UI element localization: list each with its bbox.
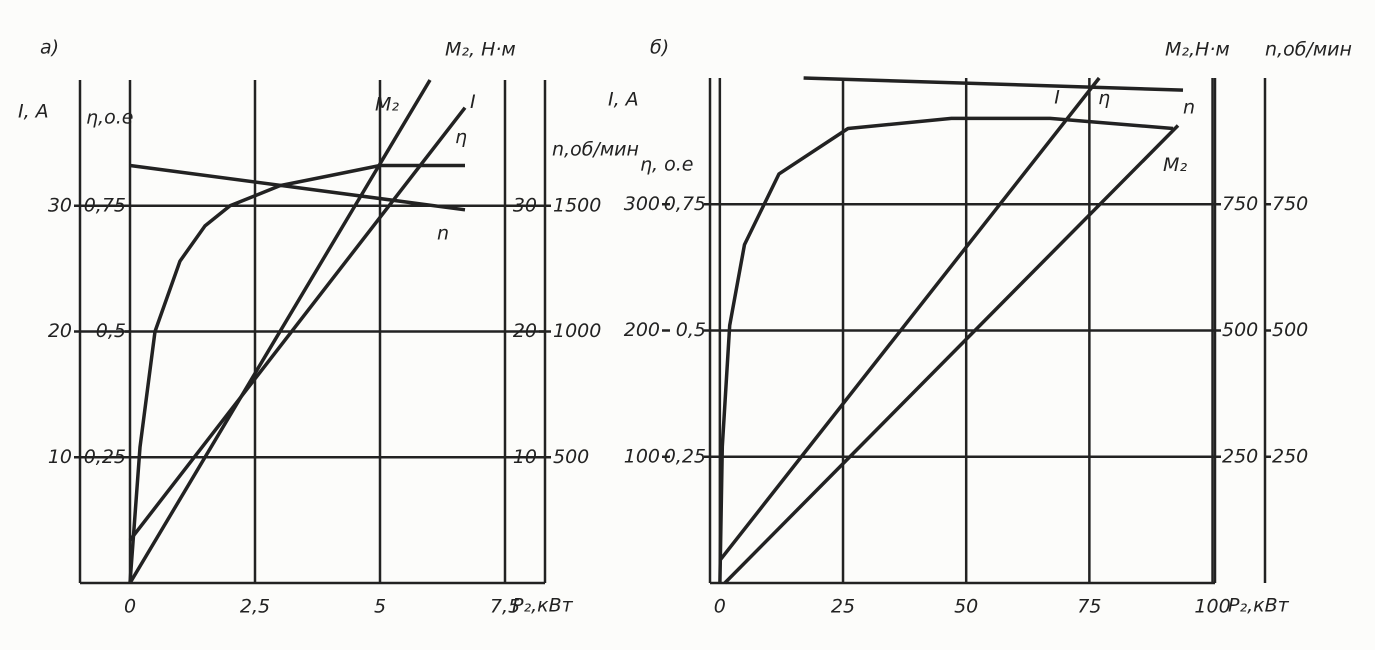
axis-title: P₂,кВт <box>1228 595 1290 617</box>
y-tick-label: 750 <box>1222 193 1258 215</box>
series-label: I <box>470 91 476 113</box>
x-tick-label: 2,5 <box>240 596 270 618</box>
series-line <box>129 163 466 212</box>
x-tick-label: 100 <box>1194 596 1230 618</box>
y-tick-label: 0,5 <box>676 319 706 341</box>
y-tick-label: 10 <box>513 446 537 468</box>
x-tick-label: 7,5 <box>490 596 520 618</box>
x-tick-label: 75 <box>1077 596 1101 618</box>
y-tick-label: 250 <box>1222 445 1258 467</box>
series-line <box>803 76 1184 92</box>
axis-title: а) <box>40 37 59 59</box>
series-label: n <box>1183 97 1195 119</box>
series-label: η <box>455 126 467 148</box>
y-tick-label: 500 <box>1272 319 1308 341</box>
y-tick-label: 0,25 <box>84 446 126 468</box>
axis-title: M₂, Н·м <box>445 39 516 61</box>
y-tick-label: 500 <box>1222 319 1258 341</box>
series-line <box>128 163 465 584</box>
series-line <box>718 116 1174 584</box>
axis-title: б) <box>650 37 669 59</box>
x-tick-label: 0 <box>714 596 726 618</box>
y-tick-label: 500 <box>553 446 589 468</box>
x-tick-label: 25 <box>831 596 855 618</box>
x-tick-label: 0 <box>124 596 136 618</box>
y-tick-label: 0,75 <box>664 193 706 215</box>
y-tick-label: 200 <box>624 319 660 341</box>
y-tick-label: 1000 <box>553 320 601 342</box>
series-label: M₂ <box>1163 154 1187 176</box>
axis-title: n,об/мин <box>552 139 639 161</box>
axis-title: η,о.е <box>86 107 133 129</box>
y-tick-label: 30 <box>513 194 537 216</box>
series-label: I <box>1054 87 1060 109</box>
axis-title: η, о.е <box>640 154 693 176</box>
series-line <box>128 106 467 542</box>
y-tick-label: 10 <box>48 446 72 468</box>
y-tick-label: 0,25 <box>664 445 706 467</box>
axis-title: M₂,Н·м <box>1165 39 1230 61</box>
y-tick-label: 20 <box>513 320 537 342</box>
axis-title: P₂,кВт <box>512 595 574 617</box>
y-tick-label: 750 <box>1272 193 1308 215</box>
y-tick-label: 20 <box>48 320 72 342</box>
axis-title: I, A <box>608 89 639 111</box>
x-tick-label: 50 <box>954 596 978 618</box>
y-tick-label: 100 <box>624 445 660 467</box>
y-tick-label: 0,5 <box>96 320 126 342</box>
series-line <box>723 124 1180 585</box>
y-tick-label: 0,75 <box>84 194 126 216</box>
y-tick-label: 30 <box>48 194 72 216</box>
x-tick-label: 5 <box>374 596 386 618</box>
axis-title: I, A <box>18 101 49 123</box>
series-label: n <box>437 222 449 244</box>
y-tick-label: 1500 <box>553 194 601 216</box>
series-label: M₂ <box>375 94 399 116</box>
y-tick-label: 250 <box>1272 445 1308 467</box>
y-tick-label: 300 <box>624 193 660 215</box>
axis-title: n,об/мин <box>1265 39 1352 61</box>
series-label: η <box>1098 87 1110 109</box>
series-line <box>718 76 1101 562</box>
